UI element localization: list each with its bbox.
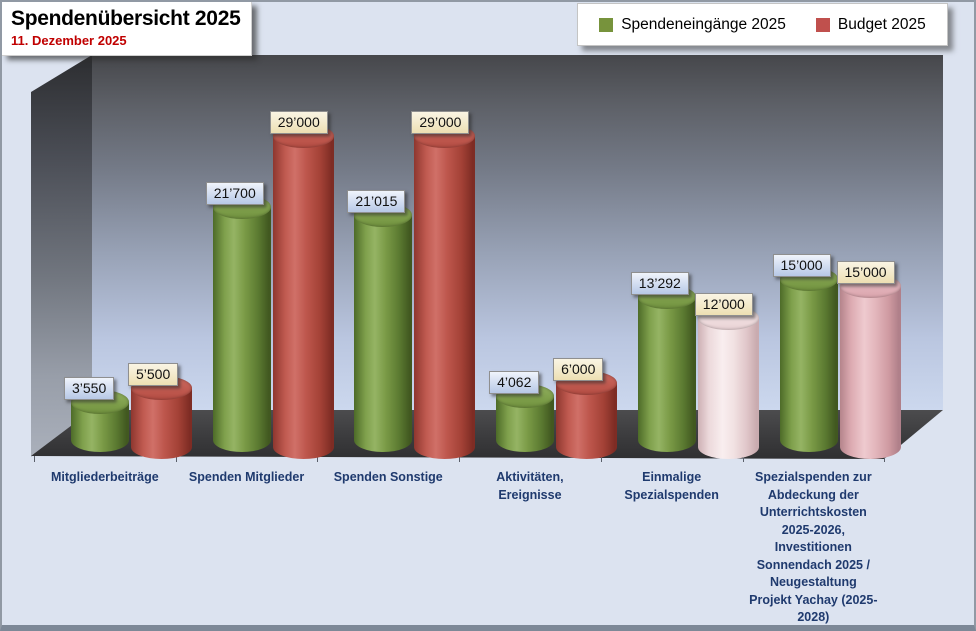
category-tick	[34, 456, 35, 462]
data-label: 29’000	[269, 111, 328, 134]
category-tick	[175, 456, 177, 462]
category-tick	[884, 456, 886, 462]
data-label: 5’500	[128, 363, 179, 386]
data-label: 12’000	[694, 293, 753, 316]
cylinder-bar-eingaenge-2	[354, 215, 413, 452]
chart-title-box: Spendenübersicht 2025 11. Dezember 2025	[2, 2, 253, 56]
legend: Spendeneingänge 2025 Budget 2025	[577, 3, 948, 46]
data-label: 6’000	[553, 358, 604, 381]
category-label: Einmalige Spezialspenden	[624, 470, 719, 502]
category-label: Spenden Mitglieder	[188, 470, 305, 484]
cylinder-bar-budget-3	[556, 383, 618, 459]
category-tick	[459, 456, 461, 462]
cylinder-bar-eingaenge-5	[779, 279, 838, 452]
legend-label: Budget 2025	[837, 15, 926, 33]
cylinder-bar-eingaenge-1	[212, 207, 271, 452]
data-label: 15’000	[836, 261, 895, 284]
data-label: 13’292	[630, 272, 689, 295]
data-label: 21’015	[347, 190, 406, 213]
chart-date: 11. Dezember 2025	[11, 33, 127, 48]
category-tick	[742, 456, 744, 462]
category-label: Aktivitäten, Ereignisse	[496, 470, 564, 502]
data-label: 3’550	[64, 377, 115, 400]
data-label: 21’700	[205, 182, 264, 205]
chart-title: Spendenübersicht 2025	[11, 7, 241, 30]
data-label: 15’000	[772, 254, 831, 277]
data-label: 29’000	[411, 111, 470, 134]
legend-label: Spendeneingänge 2025	[621, 15, 786, 33]
cylinder-bar-budget-2	[414, 136, 476, 459]
cylinder-bar-budget-1	[272, 136, 334, 459]
category-label: Spezialspenden zur Abdeckung der Unterri…	[749, 470, 878, 624]
data-label: 4’062	[489, 371, 540, 394]
legend-item-spendeneingaenge: Spendeneingänge 2025	[599, 16, 786, 34]
cylinder-bar-budget-5	[839, 286, 901, 459]
legend-swatch-icon	[599, 17, 614, 32]
legend-swatch-icon	[815, 17, 830, 32]
category-label: Mitgliederbeiträge	[51, 470, 159, 484]
category-tick	[600, 456, 602, 462]
legend-item-budget: Budget 2025	[815, 15, 926, 34]
category-tick	[317, 456, 319, 462]
cylinder-bar-eingaenge-4	[637, 297, 696, 452]
cylinder-bar-budget-4	[697, 318, 759, 459]
category-label: Spenden Sonstige	[333, 470, 443, 484]
